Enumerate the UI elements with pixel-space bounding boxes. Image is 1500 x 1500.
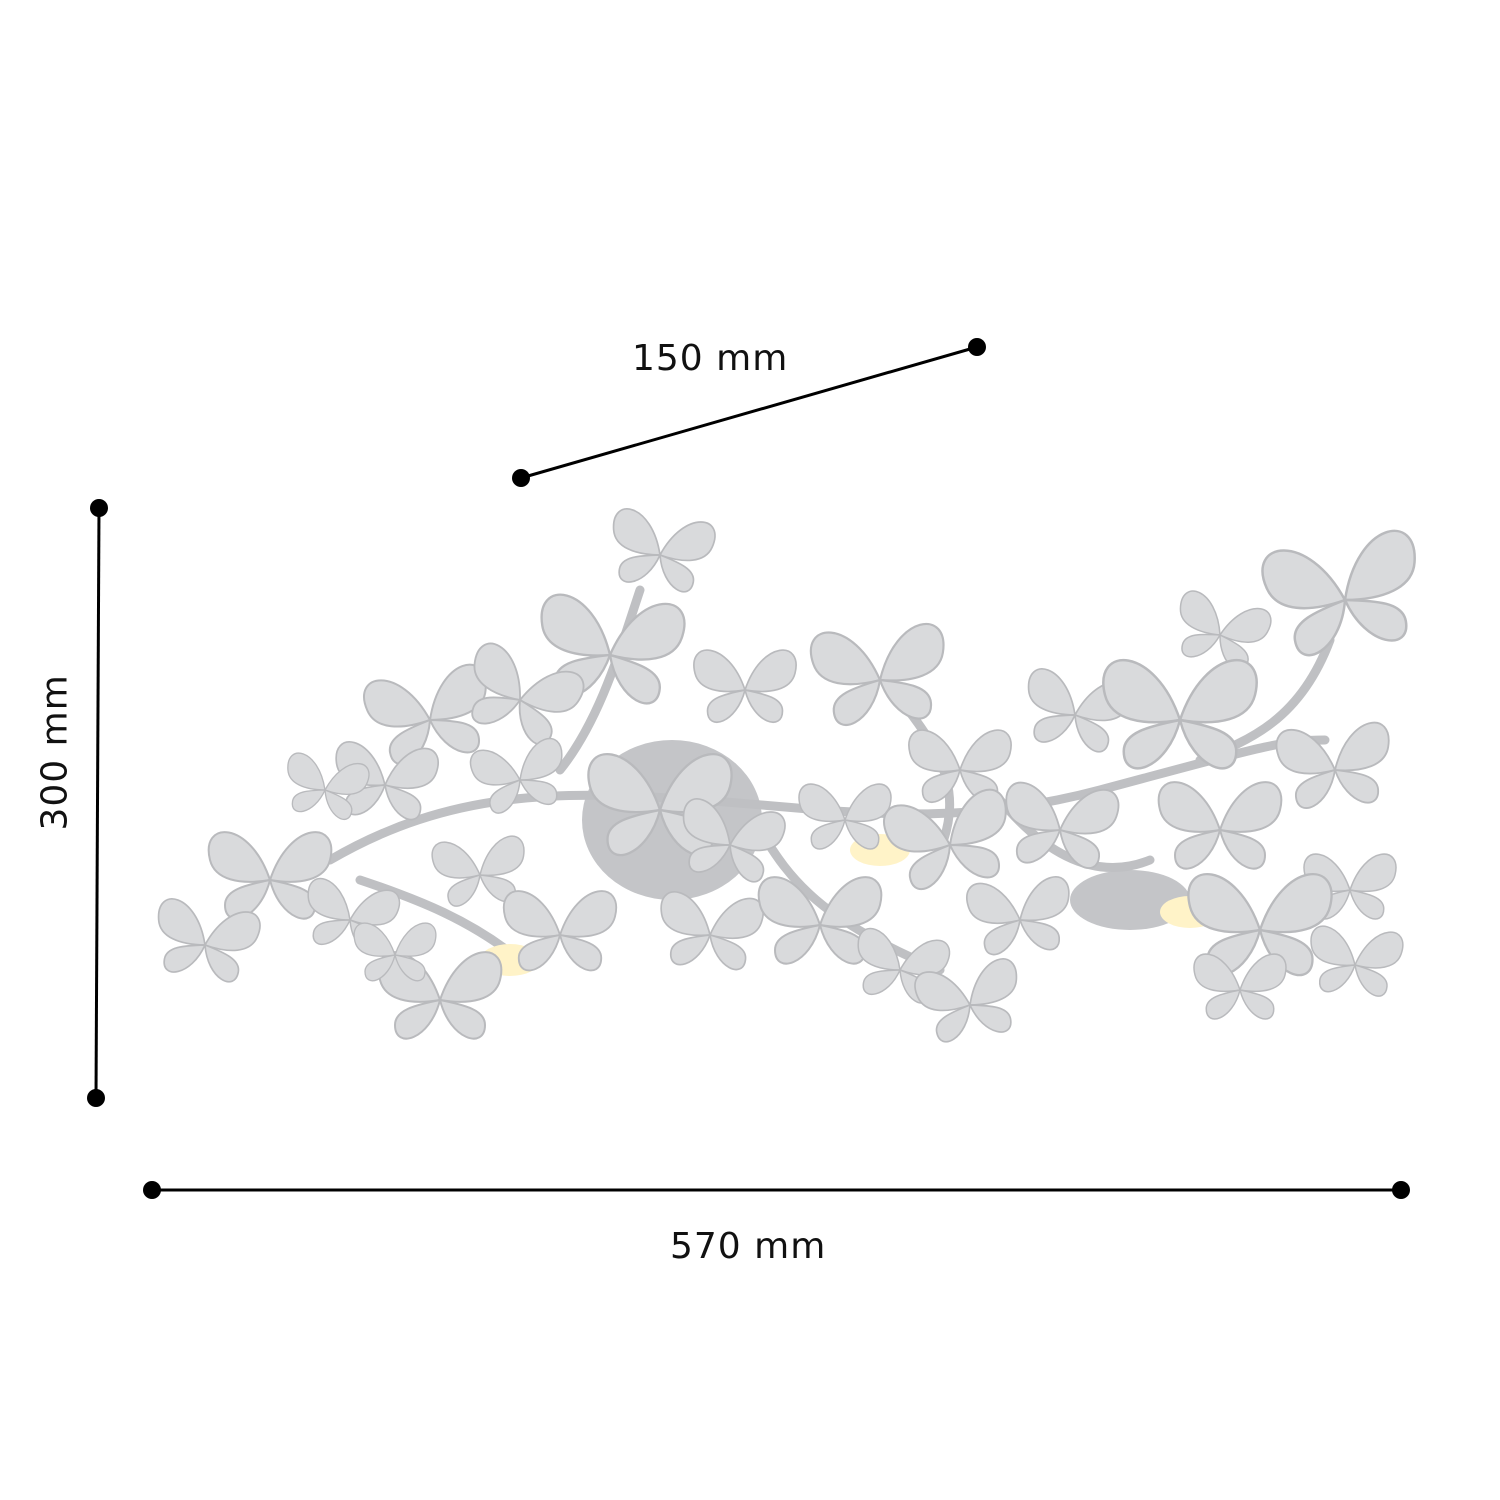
- butterfly: [1157, 781, 1283, 870]
- butterfly: [469, 737, 563, 814]
- butterfly: [693, 649, 797, 723]
- butterfly: [966, 876, 1070, 956]
- butterfly: [353, 922, 437, 982]
- butterfly: [914, 958, 1018, 1043]
- butterfly: [1005, 781, 1120, 869]
- branch: [555, 585, 645, 775]
- butterfly: [587, 753, 733, 857]
- butterfly: [431, 835, 525, 907]
- butterfly: [287, 752, 370, 821]
- butterfly: [157, 898, 261, 983]
- butterfly: [660, 891, 764, 971]
- butterfly: [1261, 529, 1416, 657]
- wall-mount-plate: [1070, 870, 1190, 930]
- butterfly: [1179, 590, 1272, 671]
- butterfly: [883, 788, 1007, 890]
- butterfly: [1193, 953, 1287, 1020]
- butterfly-lamp: [157, 508, 1416, 1043]
- butterfly: [1102, 658, 1258, 770]
- height-label: 300 mm: [34, 674, 76, 831]
- width-dimension-line: [143, 1181, 1410, 1199]
- width-label: 570 mm: [670, 1226, 827, 1267]
- butterfly: [810, 623, 945, 726]
- butterfly: [1275, 721, 1390, 809]
- butterfly: [502, 890, 618, 972]
- butterfly: [798, 783, 892, 850]
- butterfly: [377, 951, 503, 1040]
- height-dimension-line: [87, 499, 108, 1107]
- butterfly: [682, 798, 786, 883]
- butterfly: [857, 927, 951, 1004]
- depth-label: 150 mm: [632, 338, 789, 379]
- depth-dimension-line: [512, 338, 986, 487]
- butterfly: [471, 642, 585, 746]
- butterfly: [363, 663, 487, 765]
- butterfly: [757, 876, 883, 965]
- butterfly: [612, 508, 716, 593]
- butterfly: [1310, 925, 1404, 997]
